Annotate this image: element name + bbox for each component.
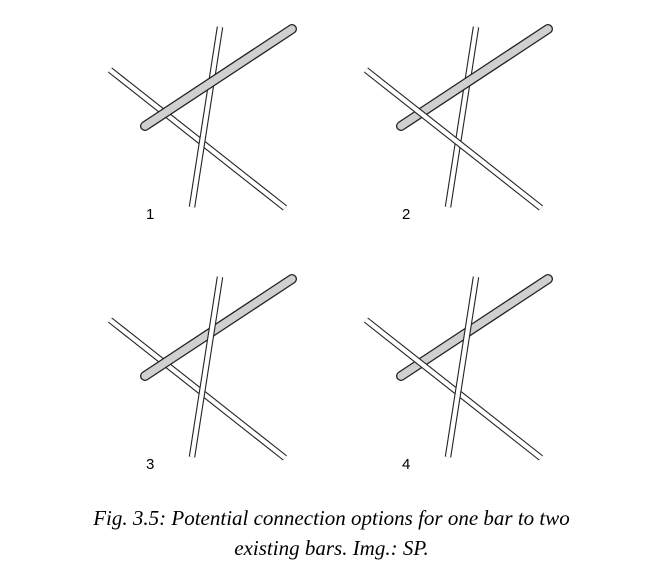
new-bar bbox=[396, 274, 553, 381]
existing-bar-steep bbox=[444, 26, 480, 208]
new-bar bbox=[140, 24, 297, 131]
option-label-3: 3 bbox=[146, 456, 154, 473]
option-panel-2: 2 bbox=[363, 24, 553, 223]
existing-bar-steep bbox=[188, 276, 224, 458]
option-panel-1: 1 bbox=[107, 24, 297, 223]
existing-bar-diagonal bbox=[363, 67, 544, 211]
caption-line-2: existing bars. Img.: SP. bbox=[234, 536, 429, 560]
option-label-1: 1 bbox=[146, 206, 154, 223]
connection-options-diagram: 1 2 3 4 bbox=[107, 24, 553, 473]
existing-bar-diagonal bbox=[107, 317, 288, 461]
existing-bar-steep bbox=[188, 26, 224, 208]
existing-bar-diagonal bbox=[107, 67, 288, 211]
option-panel-3: 3 bbox=[107, 274, 297, 473]
new-bar bbox=[140, 274, 297, 381]
caption-line-1: Fig. 3.5: Potential connection options f… bbox=[93, 506, 570, 530]
option-label-4: 4 bbox=[402, 456, 410, 473]
option-label-2: 2 bbox=[402, 206, 410, 223]
option-panel-4: 4 bbox=[363, 274, 553, 473]
existing-bar-diagonal bbox=[363, 317, 544, 461]
figure-caption: Fig. 3.5: Potential connection options f… bbox=[0, 503, 663, 563]
existing-bar-steep bbox=[444, 276, 480, 458]
new-bar bbox=[396, 24, 553, 131]
